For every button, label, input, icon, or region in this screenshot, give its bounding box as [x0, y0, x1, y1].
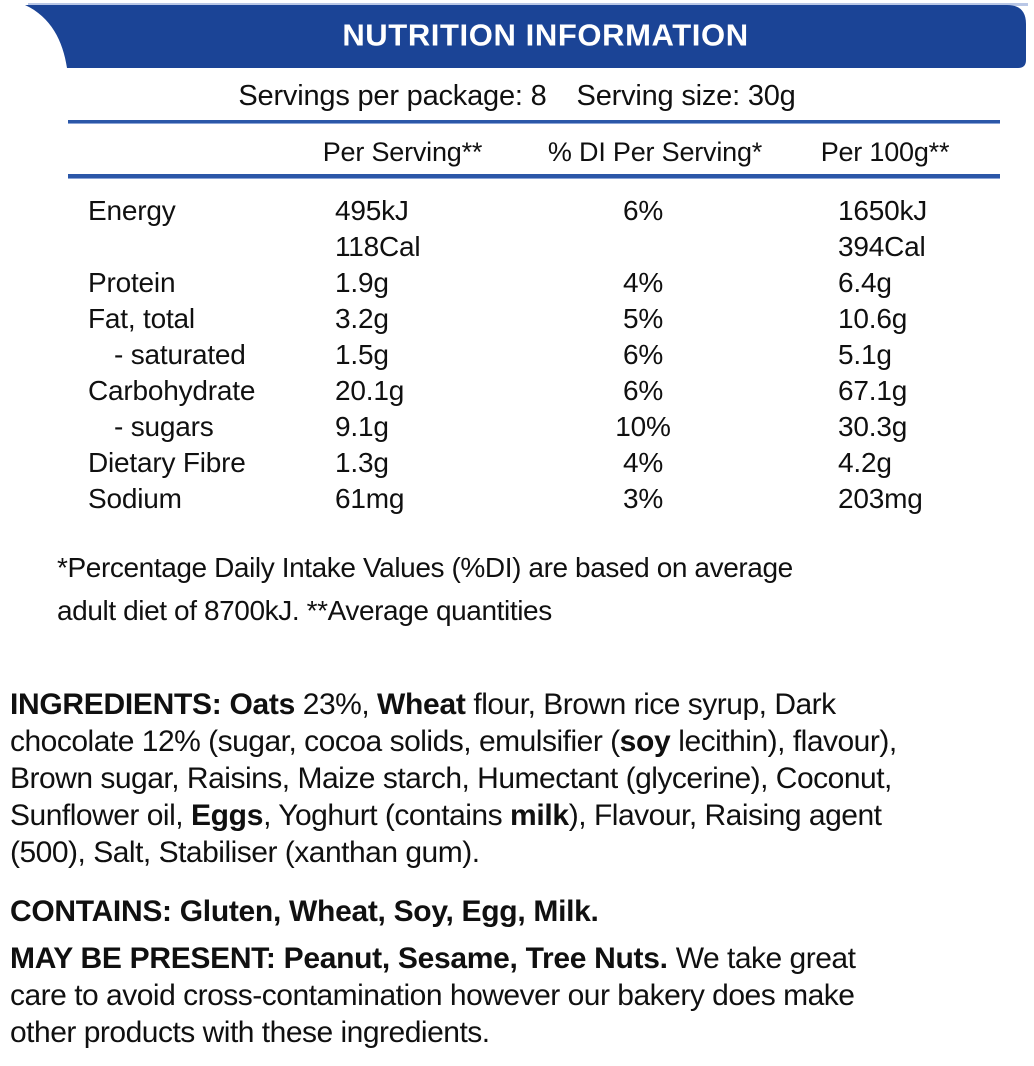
table-row-saturated-fat: - saturated 1.5g 6% 5.1g [68, 337, 1000, 373]
di-value: 10% [615, 411, 671, 442]
di-value: 4% [622, 447, 664, 478]
di-value: 6% [622, 195, 664, 226]
per-100g-value: 30.3g [838, 411, 908, 442]
per-serving-value: 495kJ 118Cal [335, 195, 421, 262]
nutrient-name: Carbohydrate [88, 375, 256, 406]
table-row-dietary-fibre: Dietary Fibre 1.3g 4% 4.2g [68, 445, 1000, 481]
per-100g-value: 4.2g [838, 447, 892, 478]
di-value: 4% [622, 267, 664, 298]
per-100g-value: 203mg [838, 483, 923, 514]
contains-statement: CONTAINS: Gluten, Wheat, Soy, Egg, Milk. [10, 895, 599, 928]
daily-intake-footnote: *Percentage Daily Intake Values (%DI) ar… [57, 552, 793, 626]
per-100g-header: Per 100g** [820, 137, 950, 167]
per-serving-value: 1.3g [335, 447, 389, 478]
per-100g-value: 67.1g [838, 375, 908, 406]
banner-swoosh-shape [25, 5, 1026, 68]
per-serving-value: 20.1g [335, 375, 405, 406]
per-100g-value: 5.1g [838, 339, 892, 370]
nutrition-information-banner: NUTRITION INFORMATION [25, 5, 1026, 68]
table-row-carbohydrate: Carbohydrate 20.1g 6% 67.1g [68, 373, 1000, 409]
serving-size: Serving size: 30g [576, 80, 796, 112]
table-row-sugars: - sugars 9.1g 10% 30.3g [68, 409, 1000, 445]
nutrient-name: Dietary Fibre [88, 447, 246, 478]
nutrient-name: - sugars [114, 411, 214, 442]
may-be-present-statement: MAY BE PRESENT: Peanut, Sesame, Tree Nut… [10, 942, 856, 1049]
table-row-protein: Protein 1.9g 4% 6.4g [68, 265, 1000, 301]
table-row-energy: Energy 495kJ 118Cal 6% 1650kJ 394Cal [68, 193, 1000, 265]
per-serving-value: 9.1g [335, 411, 389, 442]
di-value: 6% [622, 375, 664, 406]
nutrient-name: Protein [88, 267, 176, 298]
nutrient-name: Energy [88, 195, 176, 226]
nutrient-name: Fat, total [88, 303, 195, 334]
serving-info-line: Servings per package: 8 Serving size: 30… [0, 80, 1034, 113]
di-value: 5% [622, 303, 664, 334]
per-serving-value: 61mg [335, 483, 405, 514]
per-serving-value: 1.5g [335, 339, 389, 370]
di-value: 3% [622, 483, 664, 514]
per-serving-value: 3.2g [335, 303, 389, 334]
banner-title: NUTRITION INFORMATION [342, 17, 749, 53]
nutrient-name: Sodium [88, 483, 182, 514]
table-header-rule [68, 174, 1000, 179]
ingredients-paragraph: INGREDIENTS: Oats 23%, Wheat flour, Brow… [10, 688, 897, 869]
nutrition-table-body: Energy 495kJ 118Cal 6% 1650kJ 394Cal Pro… [68, 193, 1000, 517]
table-top-rule [68, 120, 1000, 124]
table-header-row: Per Serving** % DI Per Serving* Per 100g… [68, 137, 1000, 168]
table-row-sodium: Sodium 61mg 3% 203mg [68, 481, 1000, 517]
top-edge-rule [28, 3, 1028, 6]
per-100g-value: 6.4g [838, 267, 892, 298]
per-100g-value: 1650kJ 394Cal [838, 195, 928, 262]
per-100g-value: 10.6g [838, 303, 908, 334]
di-per-serving-header: % DI Per Serving* [547, 137, 763, 167]
nutrient-name: - saturated [114, 339, 246, 370]
servings-per-package: Servings per package: 8 [238, 80, 547, 112]
nutrient-column-spacer [68, 137, 315, 168]
table-row-fat-total: Fat, total 3.2g 5% 10.6g [68, 301, 1000, 337]
per-serving-value: 1.9g [335, 267, 389, 298]
per-serving-header: Per Serving** [322, 137, 483, 167]
di-value: 6% [622, 339, 664, 370]
